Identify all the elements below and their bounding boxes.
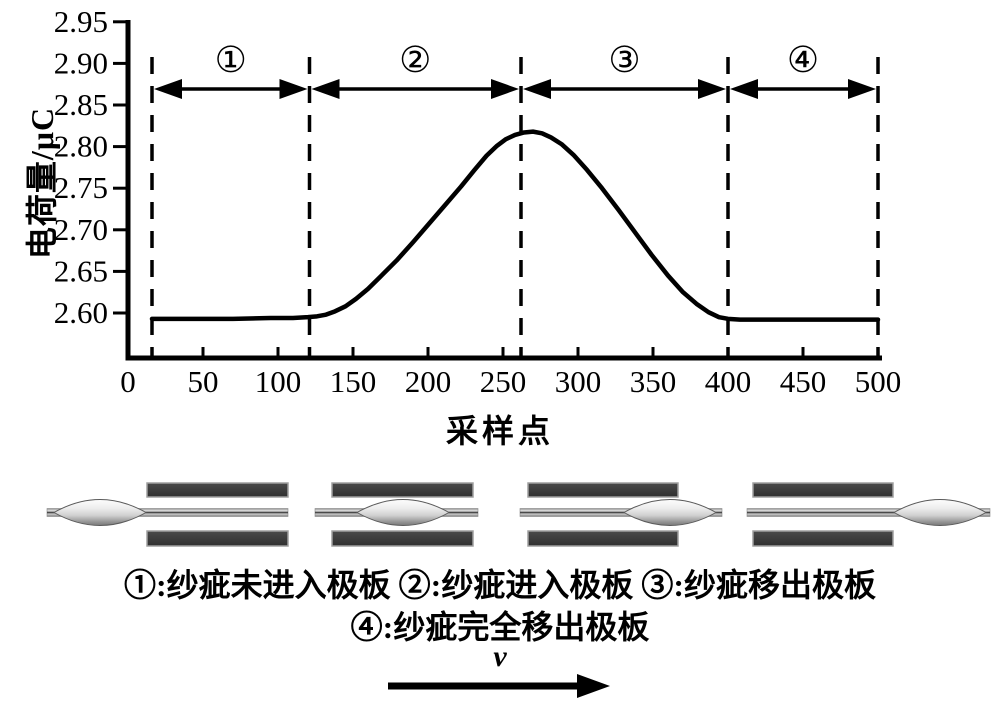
schematic-stage-④ — [746, 482, 991, 547]
charge-line-chart: ① ② ③ ④ 2.60 2.65 2.70 2.75 2.80 2.85 2.90 2.95 0 50 1… — [54, 4, 902, 399]
velocity-label: v — [493, 640, 507, 673]
region-arrow-head-right — [491, 79, 519, 99]
region-number-label: ② — [399, 40, 431, 81]
capacitor-plate-top — [527, 482, 679, 498]
x-axis-tick-label: 450 — [780, 364, 827, 399]
x-axis-tick-label: 150 — [330, 364, 377, 399]
velocity-arrow-icon — [388, 674, 610, 698]
velocity-arrow-head — [577, 674, 610, 698]
x-axis-tick-label: 0 — [120, 364, 136, 399]
schematic-stage-① — [46, 482, 289, 547]
y-axis-tick-label: 2.90 — [54, 45, 108, 80]
x-axis-tick-label: 500 — [855, 364, 902, 399]
charge-curve — [149, 129, 881, 322]
region-number-label: ④ — [787, 40, 819, 81]
yarn-slub — [622, 498, 718, 527]
legend-line-1: ①:纱疵未进入极板 ②:纱疵进入极板 ③:纱疵移出极板 — [124, 567, 876, 603]
capacitor-plate-bottom — [527, 530, 679, 547]
yarn-core-line — [520, 511, 722, 514]
x-axis-title: 采样点 — [445, 413, 554, 449]
legend-line-2: ④:纱疵完全移出极板 — [350, 609, 650, 645]
region-arrow-head-right — [698, 79, 726, 99]
x-axis-tick-label: 200 — [405, 364, 452, 399]
y-axis-tick-label: 2.70 — [54, 212, 108, 247]
y-axis-tick-label: 2.60 — [54, 295, 108, 330]
yarn-slub — [355, 498, 451, 527]
y-axis-tick-label: 2.85 — [54, 87, 108, 122]
x-axis-tick-label: 400 — [705, 364, 752, 399]
region-arrow-head-left — [311, 79, 340, 99]
schematic-stage-② — [314, 482, 479, 547]
region-arrow-head-right — [848, 79, 876, 99]
yarn-plate-schematic — [46, 482, 991, 547]
capacitor-plate-bottom — [752, 530, 894, 547]
y-axis-tick-label: 2.75 — [54, 170, 108, 205]
region-arrow-head-left — [523, 79, 551, 99]
yarn-core-line — [747, 511, 990, 514]
x-axis-tick-label: 250 — [480, 364, 527, 399]
region-arrow-head-left — [730, 79, 758, 99]
x-axis-tick-label: 100 — [255, 364, 302, 399]
y-axis-tick-label: 2.65 — [54, 253, 108, 288]
x-axis-tick-label: 300 — [555, 364, 602, 399]
schematic-stage-③ — [519, 482, 723, 547]
y-axis-title: 电荷量/μC — [24, 106, 60, 260]
region-arrow-head-right — [279, 79, 308, 99]
y-axis-tick-label: 2.95 — [54, 4, 108, 39]
capacitor-plate-top — [146, 482, 289, 498]
capacitor-plate-bottom — [331, 530, 474, 547]
x-axis-tick-label: 350 — [630, 364, 677, 399]
region-number-label: ① — [215, 40, 247, 81]
y-axis-tick-label: 2.80 — [54, 129, 108, 164]
region-arrow-head-left — [154, 79, 182, 99]
region-number-label: ③ — [608, 40, 640, 81]
capacitor-plate-top — [752, 482, 894, 498]
capacitor-plate-top — [331, 482, 474, 498]
yarn-core-line — [47, 511, 288, 514]
yarn-slub — [52, 498, 148, 527]
x-axis-tick-label: 50 — [188, 364, 219, 399]
yarn-slub — [892, 498, 988, 527]
capacitor-plate-bottom — [146, 530, 289, 547]
